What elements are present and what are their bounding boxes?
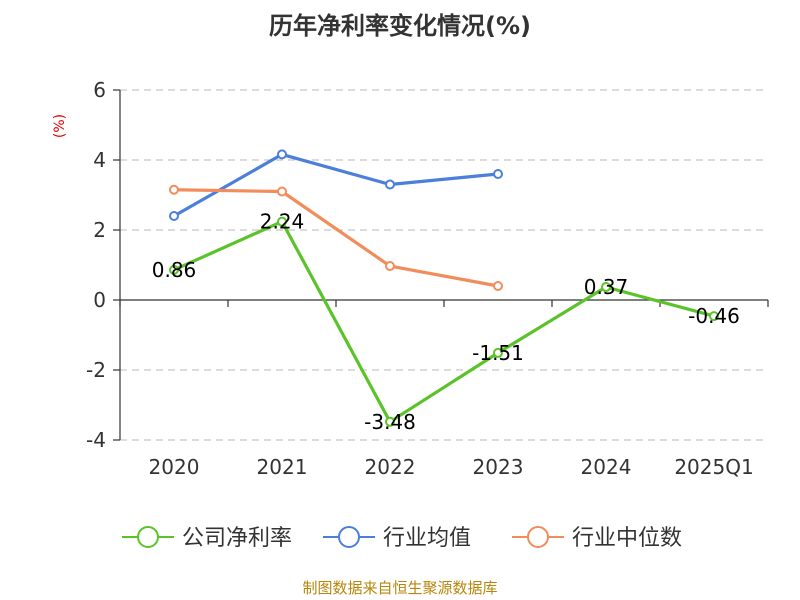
x-tick-label: 2021 — [257, 455, 308, 479]
y-axis-unit-label: (%) — [52, 114, 68, 138]
y-tick-label: -4 — [86, 428, 106, 452]
series-line — [173, 152, 499, 218]
series-point — [385, 261, 395, 272]
data-label: 0.86 — [152, 258, 197, 282]
x-tick-label: 2023 — [473, 455, 524, 479]
series-point — [169, 184, 179, 195]
y-tick-label: 0 — [93, 288, 106, 312]
series-point — [709, 311, 719, 322]
legend-label: 行业中位数 — [572, 526, 682, 551]
legend-item[interactable]: 公司净利率 — [122, 526, 292, 551]
data-labels: 0.86 2.24 -3.48 -1.51 0.37 -0.46 — [152, 210, 740, 434]
legend[interactable]: 公司净利率 行业均值 行业中位数 — [122, 526, 682, 551]
x-tick-label: 2025Q1 — [674, 455, 753, 479]
grid-lines — [120, 89, 768, 441]
y-tick-label: 2 — [93, 218, 106, 242]
series-point — [277, 216, 287, 227]
series-point — [493, 281, 503, 291]
series-lines — [169, 149, 719, 427]
series-line — [173, 220, 715, 424]
legend-item[interactable]: 行业中位数 — [512, 526, 682, 551]
y-tick-label: 4 — [93, 148, 106, 172]
series-point — [493, 347, 503, 358]
x-tick-label: 2022 — [365, 455, 416, 479]
x-tick-label: 2024 — [581, 455, 632, 479]
chart-title: 历年净利率变化情况(%) — [269, 12, 531, 40]
series-point — [385, 179, 395, 190]
x-tick-label: 2020 — [149, 455, 200, 479]
series-point — [385, 416, 395, 427]
y-tick-label: -2 — [86, 358, 106, 382]
series-point — [601, 282, 611, 293]
legend-item[interactable]: 行业均值 — [323, 526, 471, 551]
y-tick-label: 6 — [93, 78, 106, 102]
legend-label: 公司净利率 — [182, 526, 292, 551]
legend-marker-swatch — [338, 526, 360, 548]
series-point — [169, 264, 179, 275]
data-label: -0.46 — [688, 304, 740, 328]
data-label: 0.37 — [584, 275, 629, 299]
legend-marker-swatch — [137, 526, 159, 548]
series-point — [277, 149, 287, 160]
series-point — [169, 211, 179, 221]
data-source-note: 制图数据来自恒生聚源数据库 — [302, 579, 497, 597]
legend-marker-swatch — [527, 526, 549, 548]
series-point — [277, 186, 287, 197]
series-line — [173, 188, 499, 288]
legend-label: 行业均值 — [383, 526, 471, 551]
series-point — [493, 169, 503, 179]
data-label: 2.24 — [260, 210, 305, 234]
data-label: -1.51 — [472, 341, 524, 365]
data-label: -3.48 — [364, 410, 416, 434]
